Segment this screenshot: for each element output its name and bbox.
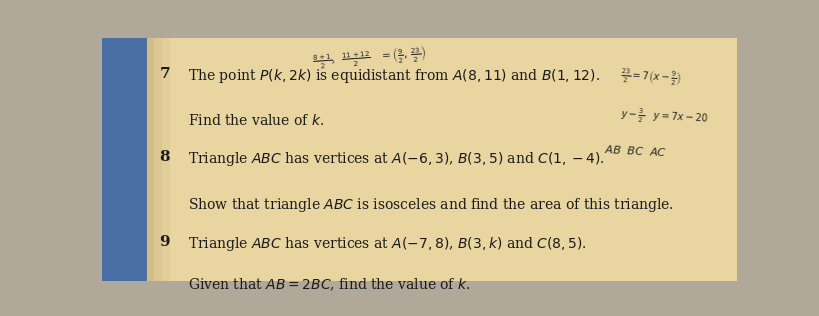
Bar bbox=[162, 38, 170, 281]
Text: 9: 9 bbox=[160, 235, 170, 249]
Text: Given that $AB = 2BC$, find the value of $k$.: Given that $AB = 2BC$, find the value of… bbox=[188, 276, 471, 293]
Bar bbox=[147, 38, 155, 281]
Bar bbox=[102, 38, 147, 281]
Text: Find the value of $k$.: Find the value of $k$. bbox=[188, 113, 324, 128]
Text: Show that triangle $ABC$ is isosceles and find the area of this triangle.: Show that triangle $ABC$ is isosceles an… bbox=[188, 196, 674, 214]
Text: Triangle $ABC$ has vertices at $A(-6, 3)$, $B(3, 5)$ and $C(1, -4)$.: Triangle $ABC$ has vertices at $A(-6, 3)… bbox=[188, 150, 604, 168]
Text: $AB$  $BC$  $AC$: $AB$ $BC$ $AC$ bbox=[604, 143, 667, 158]
Text: $\frac{23}{2} = 7\left(x - \frac{9}{2}\right)$: $\frac{23}{2} = 7\left(x - \frac{9}{2}\r… bbox=[620, 67, 681, 88]
Text: $y - \frac{3}{2}$   $y = 7x - 20$: $y - \frac{3}{2}$ $y = 7x - 20$ bbox=[620, 106, 708, 129]
Text: $\frac{8+1}{2}$,  $\frac{11+12}{2}$   $=\left(\frac{9}{2},\,\frac{23}{2}\right)$: $\frac{8+1}{2}$, $\frac{11+12}{2}$ $=\le… bbox=[311, 43, 427, 71]
Text: The point $P(k, 2k)$ is equidistant from $A(8, 11)$ and $B(1, 12)$.: The point $P(k, 2k)$ is equidistant from… bbox=[188, 67, 600, 85]
Bar bbox=[155, 38, 162, 281]
Text: 8: 8 bbox=[160, 150, 170, 164]
Text: Triangle $ABC$ has vertices at $A(-7, 8)$, $B(3, k)$ and $C(8, 5)$.: Triangle $ABC$ has vertices at $A(-7, 8)… bbox=[188, 235, 587, 253]
Text: 7: 7 bbox=[160, 67, 170, 81]
